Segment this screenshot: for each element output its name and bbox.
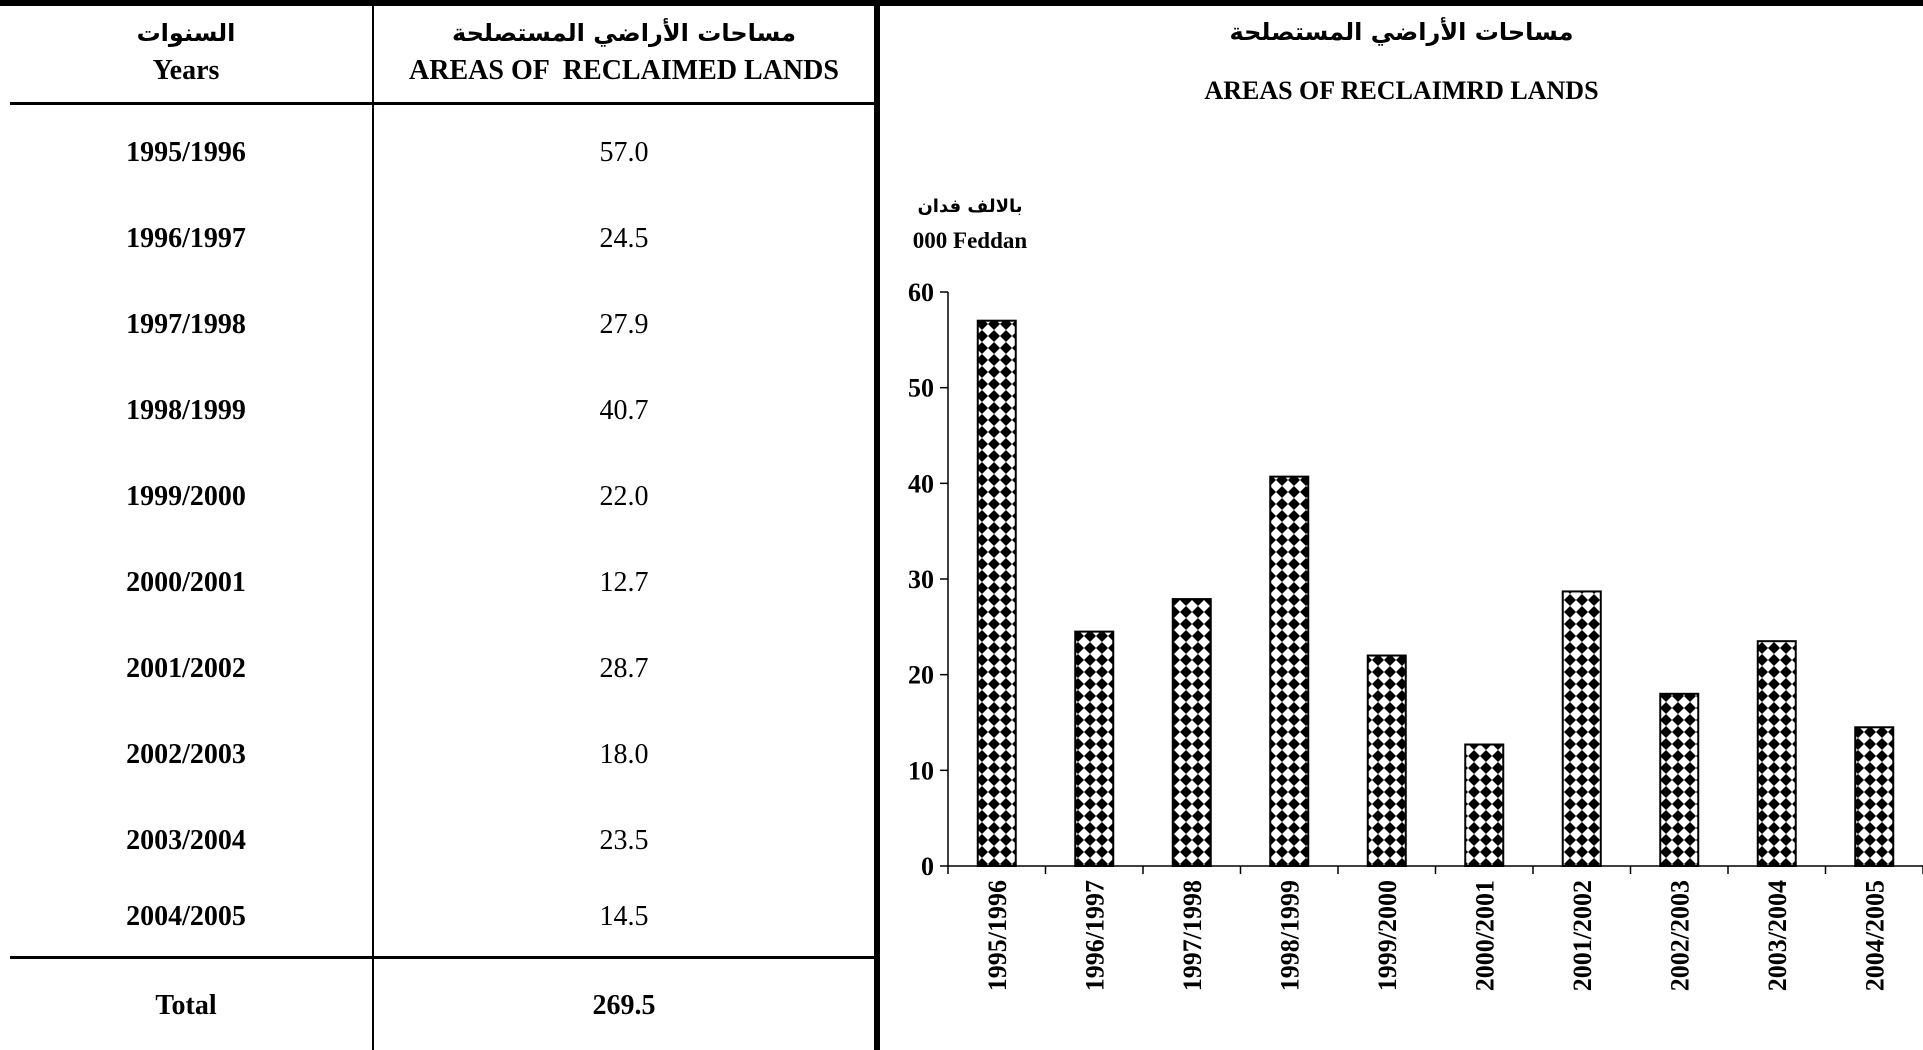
value-cell: 28.7 — [599, 653, 649, 684]
year-cell: 1998/1999 — [126, 395, 246, 426]
y-axis-unit-arabic: بالالف فدان — [917, 196, 1023, 217]
y-tick-label: 50 — [908, 374, 934, 403]
x-tick-label: 2000/2001 — [1470, 880, 1499, 991]
bar — [1659, 692, 1700, 867]
value-cell: 12.7 — [599, 567, 649, 598]
areas-header-arabic: مساحات الأراضي المستصلحة — [452, 19, 796, 47]
data-table: السنوات Years مساحات الأراضي المستصلحة A… — [0, 6, 874, 1050]
total-value: 269.5 — [592, 990, 656, 1021]
table-row: 2003/2004 23.5 — [0, 798, 874, 884]
panel-divider — [874, 0, 880, 1050]
top-rule — [0, 0, 1923, 6]
x-tick-label: 1996/1997 — [1080, 880, 1109, 991]
years-header-english: Years — [152, 55, 220, 86]
bar — [1561, 590, 1602, 867]
table-row: 1996/1997 24.5 — [0, 196, 874, 282]
bar — [1464, 743, 1505, 868]
value-cell: 57.0 — [599, 137, 649, 168]
year-cell: 1999/2000 — [126, 481, 246, 512]
table-row: 2004/2005 14.5 — [0, 874, 874, 960]
value-cell: 24.5 — [599, 223, 649, 254]
value-cell: 40.7 — [599, 395, 649, 426]
x-tick-label: 1995/1996 — [983, 880, 1012, 991]
y-tick-label: 10 — [908, 756, 934, 785]
table-row: 1997/1998 27.9 — [0, 282, 874, 368]
years-header-arabic: السنوات — [136, 19, 236, 47]
bar-chart: 0 10 20 30 40 50 60 1995/1996 1996/1997 1997/1998… — [908, 278, 1923, 991]
y-tick-label: 30 — [908, 565, 934, 594]
table-row: 2002/2003 18.0 — [0, 712, 874, 798]
value-cell: 18.0 — [599, 739, 649, 770]
table-row: 1998/1999 40.7 — [0, 368, 874, 454]
y-tick-label: 60 — [908, 278, 934, 307]
chart-subtitle: AREAS OF RECLAIMRD LANDS — [1204, 76, 1599, 105]
header-divider — [10, 102, 874, 105]
bar — [1854, 726, 1895, 867]
total-divider — [10, 956, 874, 959]
year-cell: 1995/1996 — [126, 137, 246, 168]
x-tick-label: 1999/2000 — [1373, 880, 1402, 991]
x-tick-label: 2001/2002 — [1568, 880, 1597, 991]
bar — [1269, 475, 1310, 867]
value-cell: 14.5 — [599, 901, 649, 932]
y-tick-label: 20 — [908, 661, 934, 690]
x-tick-label: 2002/2003 — [1665, 880, 1694, 991]
year-cell: 2003/2004 — [126, 825, 246, 856]
total-row: Total 269.5 — [0, 962, 874, 1050]
value-cell: 23.5 — [599, 825, 649, 856]
years-header: السنوات Years — [0, 14, 372, 90]
chart-title: مساحات الأراضي المستصلحة — [1229, 18, 1574, 46]
y-tick-label: 0 — [921, 852, 934, 881]
value-cell: 22.0 — [599, 481, 649, 512]
table-row: 2001/2002 28.7 — [0, 626, 874, 712]
areas-header-english: AREAS OF RECLAIMED LANDS — [409, 55, 839, 86]
x-tick-label: 2003/2004 — [1763, 880, 1792, 991]
y-axis-label: 000 Feddan — [912, 228, 1028, 253]
year-cell: 1996/1997 — [126, 223, 246, 254]
year-cell: 1997/1998 — [126, 309, 246, 340]
value-cell: 27.9 — [599, 309, 649, 340]
year-cell: 2002/2003 — [126, 739, 246, 770]
year-cell: 2001/2002 — [126, 653, 246, 684]
bar — [1074, 630, 1115, 867]
table-row: 2000/2001 12.7 — [0, 540, 874, 626]
bar — [1171, 598, 1212, 868]
year-cell: 2004/2005 — [126, 901, 246, 932]
table-row: 1995/1996 57.0 — [0, 110, 874, 196]
y-tick-label: 40 — [908, 469, 934, 498]
bar — [976, 319, 1017, 867]
bar — [1756, 640, 1797, 868]
bar — [1366, 654, 1407, 867]
chart-panel: مساحات الأراضي المستصلحة AREAS OF RECLAI… — [880, 6, 1923, 1050]
year-cell: 2000/2001 — [126, 567, 246, 598]
x-tick-label: 1997/1998 — [1178, 880, 1207, 991]
total-label: Total — [155, 990, 217, 1021]
x-tick-label: 2004/2005 — [1860, 880, 1889, 991]
areas-header: مساحات الأراضي المستصلحة AREAS OF RECLAI… — [374, 14, 874, 90]
table-row: 1999/2000 22.0 — [0, 454, 874, 540]
x-tick-label: 1998/1999 — [1275, 880, 1304, 991]
column-divider — [372, 6, 374, 1050]
